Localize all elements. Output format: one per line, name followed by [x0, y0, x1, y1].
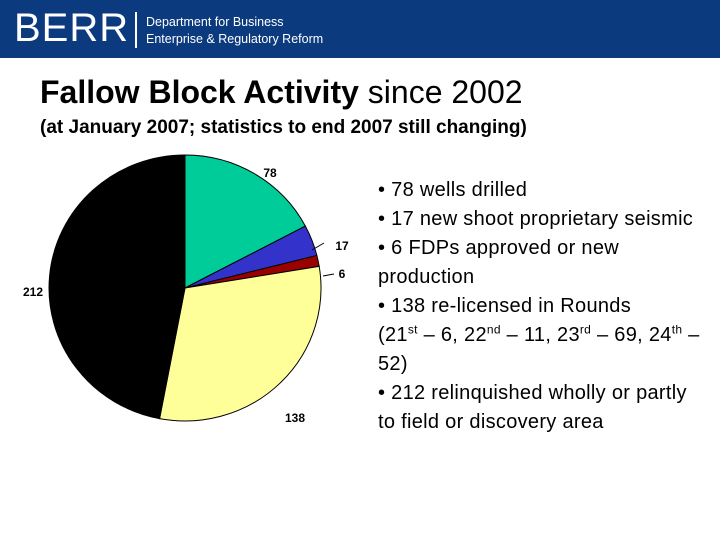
pie-slice-212	[48, 154, 186, 420]
rounds-text-5: – 52)	[378, 324, 700, 375]
rounds-sup-4: th	[671, 322, 683, 337]
bullet-relinquished: • 212 relinquished wholly or partly to f…	[378, 382, 687, 433]
rounds-text-4: – 69, 24	[591, 324, 672, 346]
berr-logo: BERR	[14, 6, 130, 50]
rounds-text-2: – 6, 22	[417, 324, 487, 346]
pie-label-17: 17	[335, 239, 349, 253]
rounds-text-1: (21	[378, 324, 408, 346]
pie-label-212: 212	[23, 285, 43, 299]
pie-chart: 78 17 6 138 212	[23, 154, 349, 425]
department-name: Department for Business Enterprise & Reg…	[146, 14, 323, 48]
bullet-rounds-detail: (21st – 6, 22nd – 11, 23rd – 69, 24th – …	[378, 321, 708, 379]
slide-title-rest: since 2002	[358, 74, 523, 110]
slide-subtitle: (at January 2007; statistics to end 2007…	[40, 117, 527, 138]
rounds-sup-2: nd	[486, 322, 501, 337]
bullet-fdps: • 6 FDPs approved or new production	[378, 237, 619, 288]
pie-label-78: 78	[263, 166, 277, 180]
rounds-text-3: – 11, 23	[500, 324, 580, 346]
pie-slice-138	[158, 265, 322, 422]
department-line-1: Department for Business	[146, 15, 284, 29]
rounds-sup-3: rd	[579, 322, 592, 337]
pie-leader-line-6	[322, 273, 335, 277]
pie-leader-line-17	[311, 242, 325, 251]
header-banner: BERR Department for Business Enterprise …	[0, 0, 720, 58]
bullet-wells: • 78 wells drilled	[378, 179, 528, 201]
pie-label-6: 6	[339, 267, 346, 281]
department-line-2: Enterprise & Regulatory Reform	[146, 32, 324, 46]
pie-slice-78	[184, 154, 307, 289]
slide-title: Fallow Block Activity since 2002	[40, 74, 523, 111]
logo-divider	[135, 12, 137, 48]
bullet-relicensed: • 138 re-licensed in Rounds	[378, 295, 632, 317]
bullet-seismic: • 17 new shoot proprietary seismic	[378, 208, 694, 230]
rounds-sup-1: st	[407, 322, 418, 337]
slide-title-bold: Fallow Block Activity	[40, 74, 359, 110]
pie-label-138: 138	[285, 411, 305, 425]
bullet-list: • 78 wells drilled • 17 new shoot propri…	[378, 176, 708, 437]
